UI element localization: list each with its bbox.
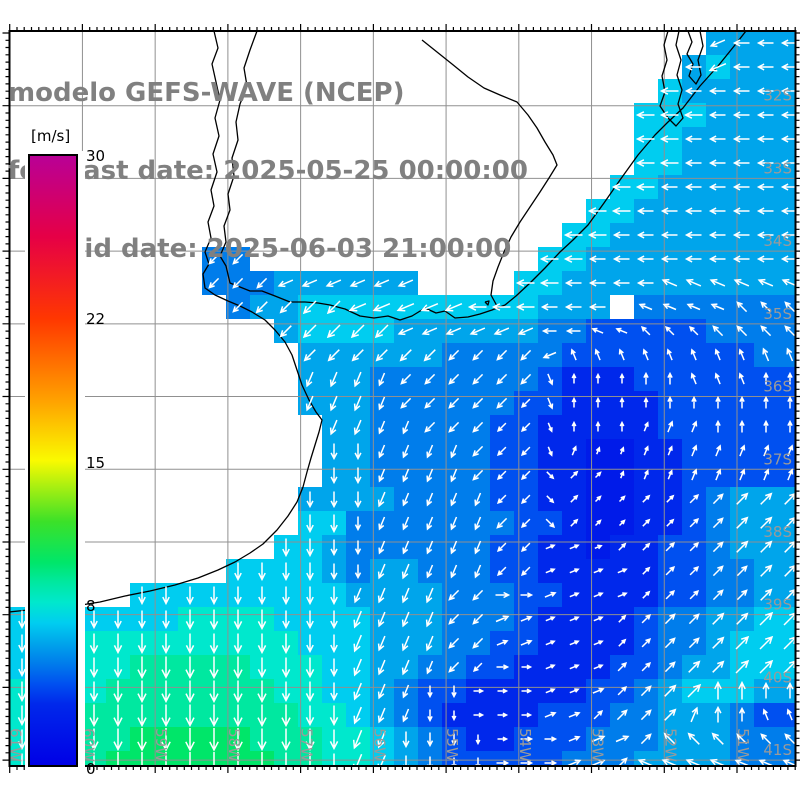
colorbar-tick-label: 8 [86, 596, 96, 615]
colorbar-tick-label: 15 [86, 453, 106, 472]
lon-label: 58W [225, 728, 243, 762]
colorbar-tick-label: 22 [86, 310, 106, 329]
lon-label: 51W [734, 728, 752, 762]
direction-arrows [17, 39, 796, 766]
colorbar-tick-label: 0 [86, 760, 96, 778]
lat-label: 39S [763, 596, 792, 614]
lat-label: 35S [763, 305, 792, 323]
colorbar [25, 151, 85, 774]
colorbar-tick-label: 30 [86, 147, 106, 165]
lat-label: 33S [763, 159, 792, 177]
coastline [219, 31, 747, 321]
lat-label: 32S [763, 87, 792, 105]
coastline [484, 300, 490, 306]
lon-label: 56W [370, 728, 388, 762]
valid-date-line: valid date: 2025-06-03 21:00:00 [41, 234, 512, 264]
lon-label: 57W [298, 728, 316, 762]
model-title: modelo GEFS-WAVE (NCEP) [8, 78, 405, 108]
axis-ticks [2, 24, 800, 773]
lon-label: 53W [589, 728, 607, 762]
coastline [686, 31, 704, 85]
coastline [9, 31, 323, 613]
lon-label: 59W [152, 728, 170, 762]
lat-label: 41S [763, 741, 792, 759]
lon-label: 52W [661, 728, 679, 762]
plot-title-block: modelo GEFS-WAVE (NCEP) forecast date: 2… [8, 28, 528, 314]
lat-label: 40S [763, 668, 792, 686]
lon-label: 54W [516, 728, 534, 762]
lat-label: 37S [763, 450, 792, 468]
coastline [421, 39, 558, 307]
lon-label: 61W [7, 728, 25, 762]
lat-label: 34S [763, 232, 792, 250]
colorbar-unit-label: [m/s] [31, 127, 71, 145]
colorbar-gradient [28, 154, 78, 767]
lat-label: 38S [763, 523, 792, 541]
lat-label: 36S [763, 378, 792, 396]
lon-label: 55W [443, 728, 461, 762]
coastline [659, 31, 684, 127]
